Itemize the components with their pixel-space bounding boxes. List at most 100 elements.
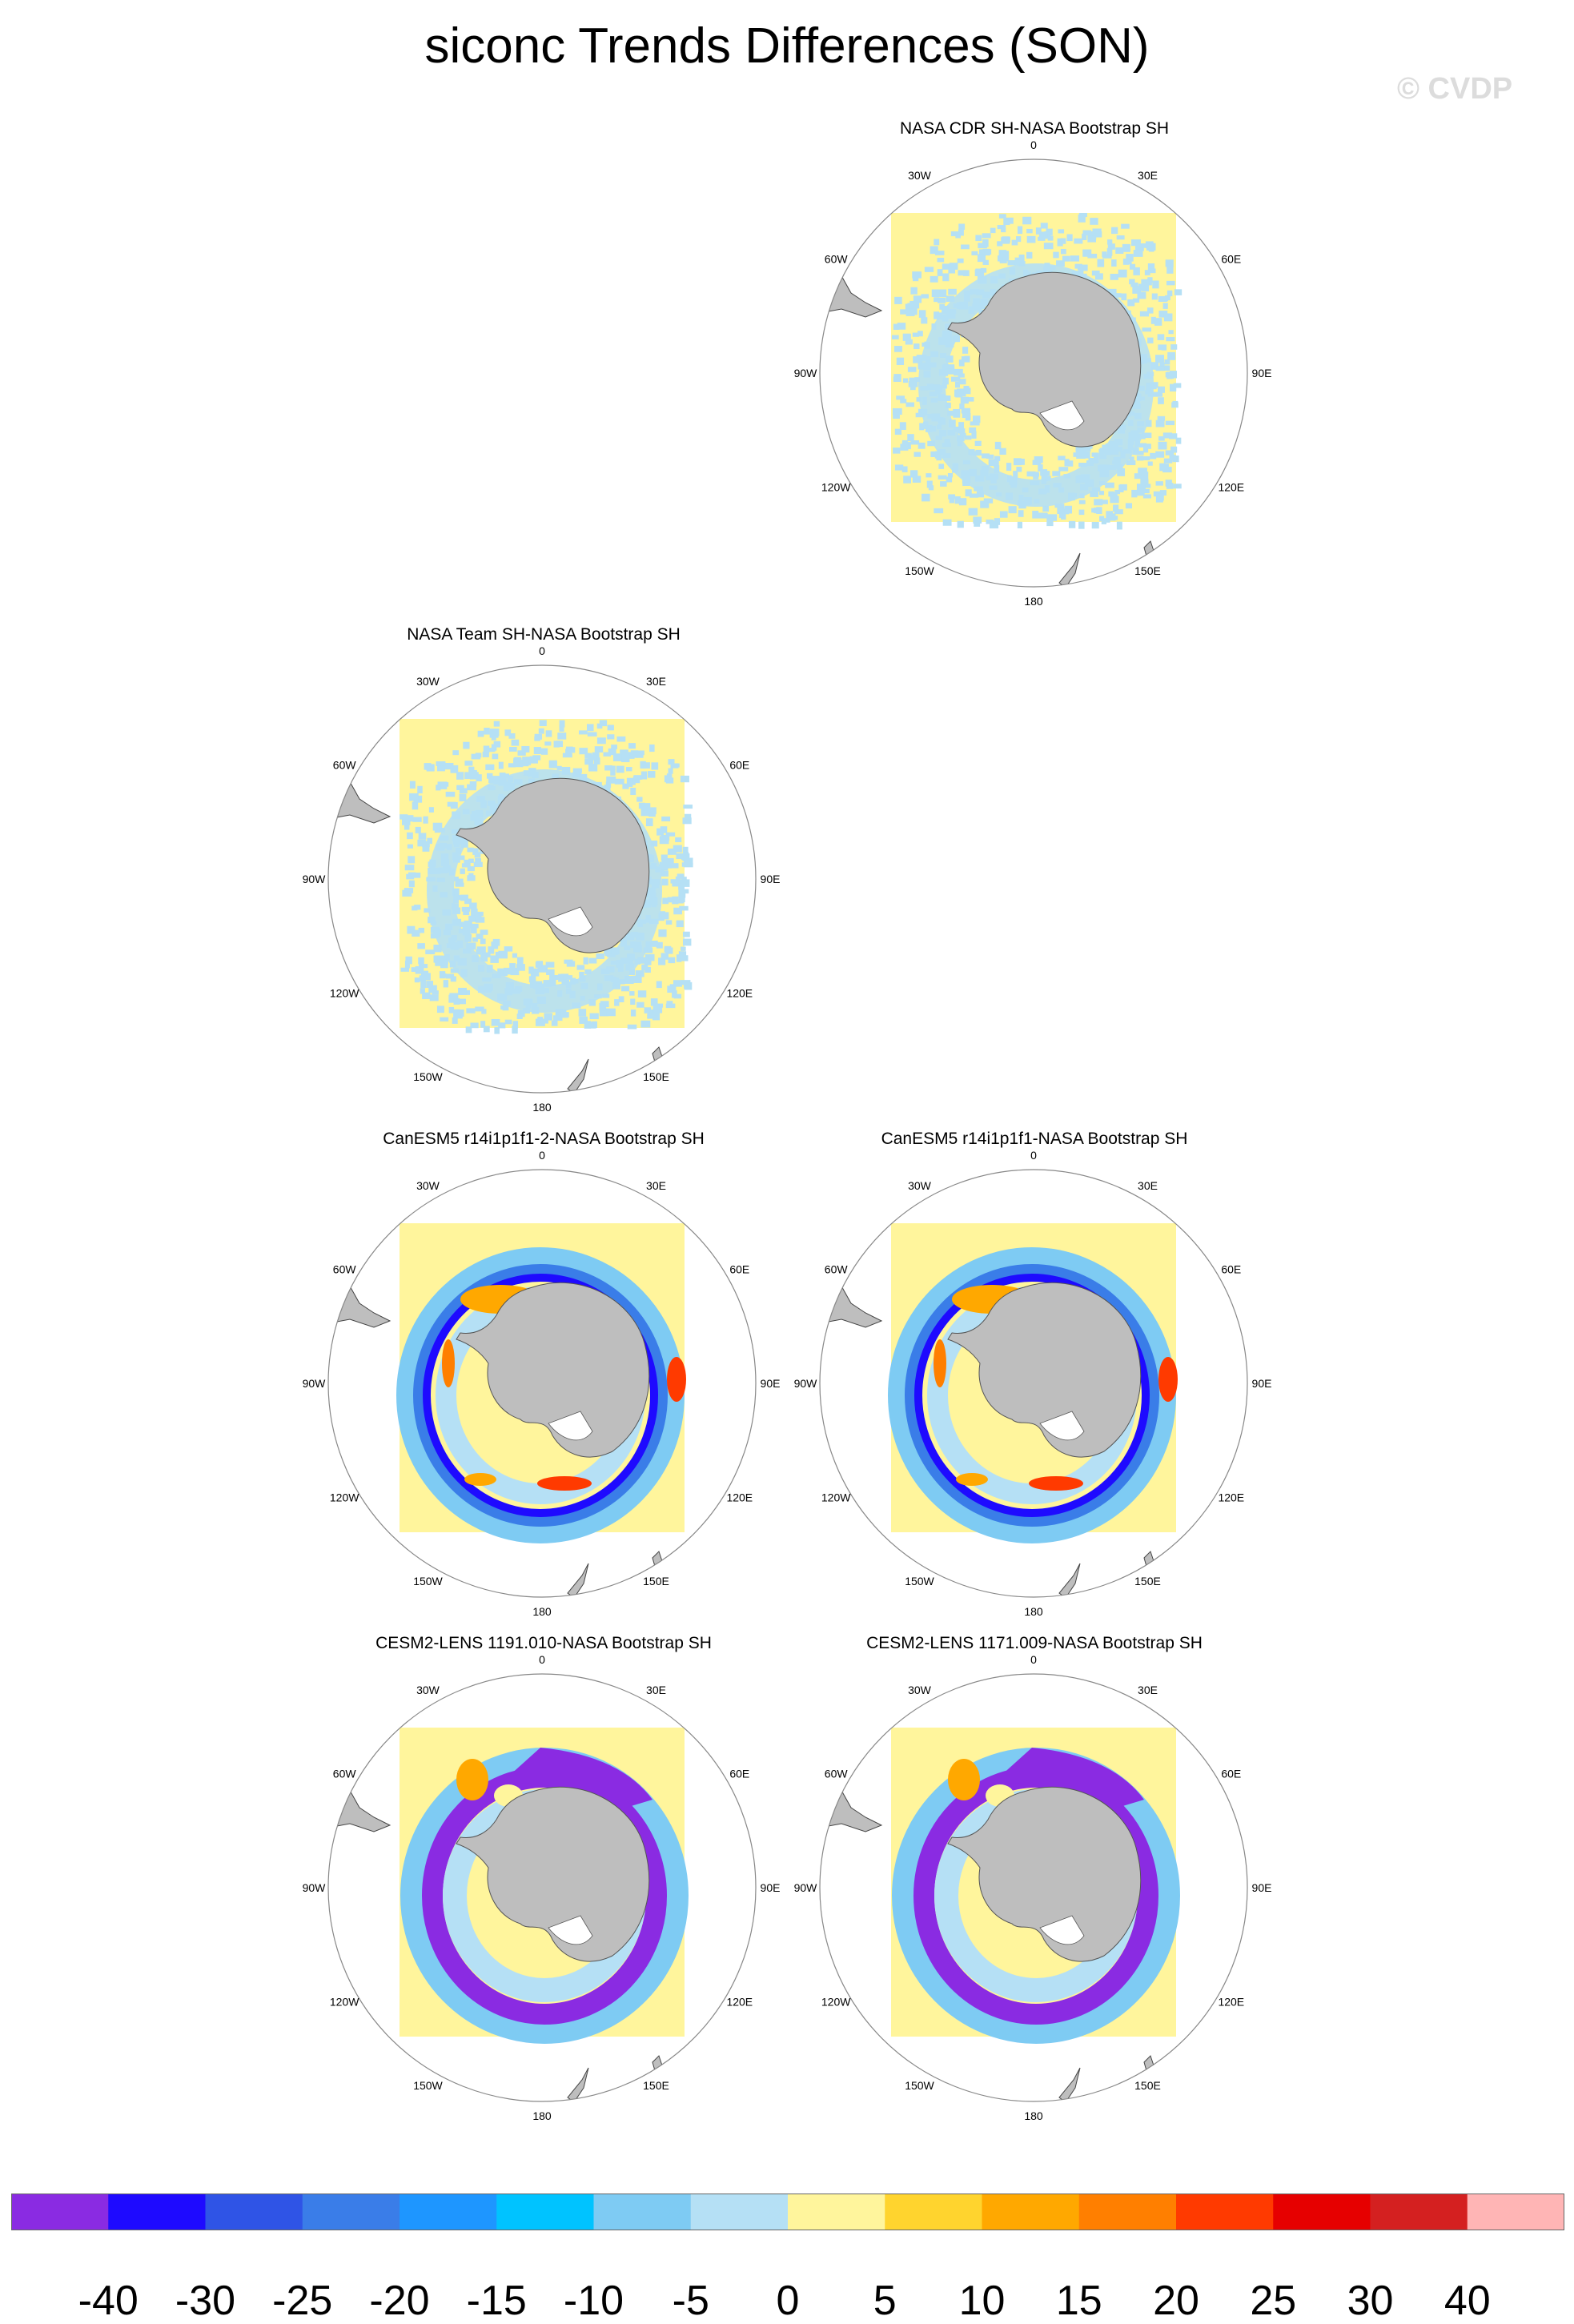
longitude-label: 30E bbox=[646, 1179, 666, 1192]
longitude-label: 30E bbox=[1138, 1179, 1158, 1192]
longitude-label: 0 bbox=[1030, 1653, 1037, 1666]
longitude-label: 0 bbox=[1030, 138, 1037, 151]
longitude-label: 90W bbox=[794, 1377, 818, 1390]
colorbar-swatch bbox=[1176, 2194, 1274, 2230]
longitude-label: 120W bbox=[821, 481, 851, 494]
polar-map-panel: 0 30E 60E 90E 120E 150E 180 150W 120W 90W 60W 30W bbox=[794, 138, 1272, 608]
watermark: © CVDP bbox=[1397, 72, 1513, 106]
panel-title-6: CESM2-LENS 1171.009-NASA Bootstrap SH bbox=[866, 1634, 1203, 1652]
new-zealand-landmass bbox=[1058, 2067, 1081, 2101]
longitude-label: 60E bbox=[1221, 253, 1241, 266]
map-boundary bbox=[327, 664, 757, 1094]
longitude-label: 150E bbox=[643, 1070, 669, 1083]
map-boundary bbox=[819, 1169, 1248, 1598]
colorbar-swatch bbox=[1467, 2194, 1564, 2230]
antarctica-landmass bbox=[947, 1282, 1142, 1458]
antarctica-landmass bbox=[456, 1786, 650, 1962]
longitude-label: 180 bbox=[532, 1605, 552, 1618]
map-boundary bbox=[327, 1169, 757, 1598]
new-zealand-landmass bbox=[567, 1563, 589, 1597]
longitude-label: 150W bbox=[413, 1575, 443, 1587]
polar-map-panel: 0 30E 60E 90E 120E 150E 180 150W 120W 90W 60W 30W bbox=[303, 1149, 781, 1618]
figure-title: siconc Trends Differences (SON) bbox=[424, 18, 1150, 74]
colorbar-swatch bbox=[593, 2194, 692, 2230]
panel-title-4: CanESM5 r14i1p1f1-NASA Bootstrap SH bbox=[881, 1130, 1188, 1148]
longitude-label: 120E bbox=[726, 1491, 753, 1504]
longitude-label: 150E bbox=[1134, 564, 1161, 577]
longitude-label: 150E bbox=[1134, 2079, 1161, 2092]
colorbar-label: -20 bbox=[369, 2278, 430, 2324]
colorbar-label: -15 bbox=[466, 2278, 527, 2324]
longitude-label: 60E bbox=[729, 759, 749, 772]
longitude-label: 150W bbox=[905, 2079, 934, 2092]
longitude-label: 90E bbox=[761, 1881, 781, 1894]
colorbar-swatch bbox=[108, 2194, 206, 2230]
panel-title-3: CanESM5 r14i1p1f1-2-NASA Bootstrap SH bbox=[383, 1130, 705, 1148]
map-boundary bbox=[819, 1673, 1248, 2102]
longitude-label: 60E bbox=[1221, 1768, 1241, 1780]
new-zealand-landmass bbox=[1058, 1563, 1081, 1597]
colorbar-swatch bbox=[1370, 2194, 1468, 2230]
longitude-label: 120W bbox=[330, 1996, 359, 2009]
colorbar-label: -30 bbox=[175, 2278, 236, 2324]
longitude-label: 60E bbox=[729, 1768, 749, 1780]
longitude-label: 30E bbox=[1138, 169, 1158, 182]
colorbar-swatch bbox=[690, 2194, 789, 2230]
longitude-label: 120E bbox=[1218, 481, 1244, 494]
polar-maps: 0 30E 60E 90E 120E 150E 180 150W 120W 90W 60W 30W 0 3… bbox=[303, 138, 1272, 2122]
colorbar-swatch bbox=[788, 2194, 885, 2230]
map-boundary bbox=[819, 159, 1248, 588]
new-zealand-landmass bbox=[567, 1058, 589, 1093]
longitude-label: 180 bbox=[532, 1101, 552, 1114]
colorbar-label: 10 bbox=[958, 2278, 1006, 2324]
longitude-label: 60W bbox=[825, 1768, 849, 1780]
longitude-label: 180 bbox=[532, 2109, 552, 2122]
longitude-label: 60W bbox=[333, 1768, 357, 1780]
panel-title-1: NASA CDR SH-NASA Bootstrap SH bbox=[899, 119, 1170, 138]
longitude-label: 120E bbox=[726, 1996, 753, 2009]
longitude-label: 150W bbox=[413, 1070, 443, 1083]
longitude-label: 60W bbox=[333, 759, 357, 772]
colorbar-label: 20 bbox=[1153, 2278, 1199, 2324]
longitude-label: 90E bbox=[1252, 1377, 1272, 1390]
longitude-label: 30W bbox=[416, 1179, 440, 1192]
map-boundary bbox=[327, 1673, 757, 2102]
longitude-label: 150W bbox=[413, 2079, 443, 2092]
polar-map-panel: 0 30E 60E 90E 120E 150E 180 150W 120W 90W 60W 30W bbox=[794, 1653, 1272, 2122]
antarctica-landmass bbox=[456, 777, 650, 953]
colorbar-label: 25 bbox=[1250, 2278, 1297, 2324]
longitude-label: 90E bbox=[1252, 367, 1272, 379]
colorbar-label: -25 bbox=[272, 2278, 333, 2324]
longitude-label: 90W bbox=[794, 367, 818, 379]
antarctica-landmass bbox=[947, 271, 1142, 448]
longitude-label: 90E bbox=[761, 873, 781, 885]
colorbar-label: -5 bbox=[672, 2278, 709, 2324]
longitude-label: 120E bbox=[726, 987, 753, 1000]
longitude-label: 120E bbox=[1218, 1996, 1244, 2009]
longitude-label: 0 bbox=[539, 1653, 545, 1666]
longitude-label: 30E bbox=[1138, 1684, 1158, 1696]
colorbar-swatch bbox=[885, 2194, 982, 2230]
longitude-label: 150E bbox=[643, 1575, 669, 1587]
antarctica-landmass bbox=[456, 1282, 650, 1458]
longitude-label: 90E bbox=[761, 1377, 781, 1390]
colorbar-label: 15 bbox=[1055, 2278, 1102, 2324]
longitude-label: 30W bbox=[908, 169, 932, 182]
colorbar-swatch bbox=[11, 2194, 109, 2230]
longitude-label: 180 bbox=[1024, 1605, 1043, 1618]
longitude-label: 150E bbox=[1134, 1575, 1161, 1587]
colorbar-swatch bbox=[1273, 2194, 1371, 2230]
polar-map-panel: 0 30E 60E 90E 120E 150E 180 150W 120W 90W 60W 30W bbox=[303, 1653, 781, 2122]
new-zealand-landmass bbox=[567, 2067, 589, 2101]
longitude-label: 0 bbox=[539, 644, 545, 657]
longitude-label: 30W bbox=[416, 675, 440, 688]
longitude-label: 120W bbox=[821, 1491, 851, 1504]
polar-map-panel: 0 30E 60E 90E 120E 150E 180 150W 120W 90W 60W 30W bbox=[303, 644, 781, 1114]
colorbar-label: -10 bbox=[563, 2278, 624, 2324]
longitude-label: 120W bbox=[821, 1996, 851, 2009]
longitude-label: 90W bbox=[303, 1881, 327, 1894]
longitude-label: 30E bbox=[646, 675, 666, 688]
longitude-label: 30W bbox=[908, 1179, 932, 1192]
colorbar-swatch bbox=[1078, 2194, 1177, 2230]
colorbar-label: 40 bbox=[1444, 2278, 1491, 2324]
